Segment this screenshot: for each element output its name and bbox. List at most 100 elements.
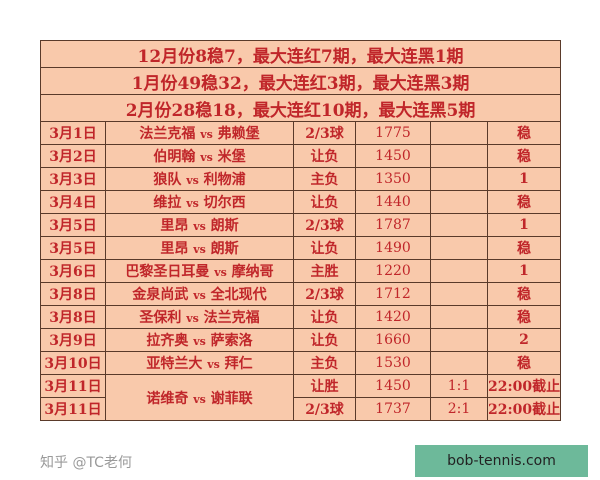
date-cell: 3月8日 xyxy=(40,282,106,306)
date-cell: 3月11日 xyxy=(40,374,106,398)
vs-label: vs xyxy=(193,392,206,406)
score-cell xyxy=(430,259,488,283)
score-cell xyxy=(430,351,488,375)
home-team: 亚特兰大 xyxy=(146,356,203,372)
away-team: 利物浦 xyxy=(203,172,246,188)
number-cell: 1220 xyxy=(355,259,431,283)
away-team: 米堡 xyxy=(217,149,246,165)
vs-label: vs xyxy=(193,335,206,348)
table-row: 3月11日 诺维奇 vs 谢菲联 让胜 1450 1:1 22:00截止 xyxy=(40,374,562,421)
date-cell: 3月5日 xyxy=(40,236,106,260)
date-cell: 3月4日 xyxy=(40,190,106,214)
score-cell xyxy=(430,213,488,237)
match-cell: 圣保利 vs 法兰克福 xyxy=(105,305,294,329)
table-row: 3月8日 圣保利 vs 法兰克福 让负 1420 稳 xyxy=(40,305,562,329)
match-cell: 里昂 vs 朗斯 xyxy=(105,213,294,237)
score-cell xyxy=(430,167,488,191)
date-cell: 3月1日 xyxy=(40,121,106,145)
number-cell: 1530 xyxy=(355,351,431,375)
away-team: 摩纳哥 xyxy=(231,264,274,280)
match-cell: 法兰克福 vs 弗赖堡 xyxy=(105,121,294,145)
match-cell: 诺维奇 vs 谢菲联 xyxy=(105,374,294,421)
score-cell xyxy=(430,144,488,168)
result-cell: 1 xyxy=(486,213,562,237)
bet-cell: 让胜 xyxy=(293,374,356,398)
vs-label: vs xyxy=(193,289,206,302)
away-team: 谢菲联 xyxy=(210,390,253,407)
away-team: 法兰克福 xyxy=(203,310,260,326)
number-cell: 1450 xyxy=(355,374,431,398)
number-cell: 1490 xyxy=(355,236,431,260)
table-row: 3月11日 2/3球 1737 2:1 22:00截止 xyxy=(40,397,562,421)
home-team: 里昂 xyxy=(160,241,189,257)
bet-cell: 2/3球 xyxy=(293,121,356,145)
vs-label: vs xyxy=(200,151,213,164)
number-cell: 1350 xyxy=(355,167,431,191)
vs-label: vs xyxy=(193,220,206,233)
result-cell: 稳 xyxy=(486,121,562,145)
away-team: 弗赖堡 xyxy=(217,126,260,142)
result-cell: 1 xyxy=(486,259,562,283)
home-team: 诺维奇 xyxy=(146,390,189,407)
date-cell: 3月5日 xyxy=(40,213,106,237)
bet-cell: 主胜 xyxy=(293,259,356,283)
away-team: 切尔西 xyxy=(203,195,246,211)
away-team: 全北现代 xyxy=(210,287,267,303)
site-banner[interactable]: bob-tennis.com xyxy=(415,445,588,477)
match-cell: 金泉尚武 vs 全北现代 xyxy=(105,282,294,306)
away-team: 朗斯 xyxy=(210,241,239,257)
bet-cell: 2/3球 xyxy=(293,397,356,421)
table-row: 3月9日 拉齐奥 vs 萨索洛 让负 1660 2 xyxy=(40,328,562,352)
date-cell: 3月8日 xyxy=(40,305,106,329)
result-cell: 22:00截止 xyxy=(486,397,562,421)
bet-cell: 让负 xyxy=(293,305,356,329)
result-cell: 稳 xyxy=(486,282,562,306)
score-cell: 2:1 xyxy=(430,397,488,421)
date-cell: 3月10日 xyxy=(40,351,106,375)
summary-row: 12月份8稳7，最大连红7期，最大连黑1期 xyxy=(39,40,562,68)
table-row: 3月8日 金泉尚武 vs 全北现代 2/3球 1712 稳 xyxy=(40,282,562,306)
table-row: 3月6日 巴黎圣日耳曼 vs 摩纳哥 主胜 1220 1 xyxy=(40,259,562,283)
home-team: 里昂 xyxy=(160,218,189,234)
number-cell: 1737 xyxy=(355,397,431,421)
bet-cell: 让负 xyxy=(293,328,356,352)
table-row: 3月1日 法兰克福 vs 弗赖堡 2/3球 1775 稳 xyxy=(40,121,562,145)
table-row: 3月10日 亚特兰大 vs 拜仁 主负 1530 稳 xyxy=(40,351,562,375)
bet-cell: 让负 xyxy=(293,144,356,168)
score-cell xyxy=(430,328,488,352)
vs-label: vs xyxy=(186,312,199,325)
number-cell: 1420 xyxy=(355,305,431,329)
home-team: 维拉 xyxy=(153,195,182,211)
result-cell: 稳 xyxy=(486,351,562,375)
match-cell: 狼队 vs 利物浦 xyxy=(105,167,294,191)
score-cell xyxy=(430,282,488,306)
away-team: 拜仁 xyxy=(224,356,253,372)
vs-label: vs xyxy=(186,174,199,187)
vs-label: vs xyxy=(214,266,227,279)
bet-cell: 2/3球 xyxy=(293,282,356,306)
home-team: 狼队 xyxy=(153,172,182,188)
home-team: 巴黎圣日耳曼 xyxy=(125,264,210,280)
match-cell: 亚特兰大 vs 拜仁 xyxy=(105,351,294,375)
score-cell xyxy=(430,305,488,329)
bet-cell: 主负 xyxy=(293,167,356,191)
vs-label: vs xyxy=(207,358,220,371)
home-team: 金泉尚武 xyxy=(132,287,189,303)
match-cell: 拉齐奥 vs 萨索洛 xyxy=(105,328,294,352)
match-cell: 维拉 vs 切尔西 xyxy=(105,190,294,214)
zhihu-watermark: 知乎 @TC老何 xyxy=(40,455,132,471)
number-cell: 1775 xyxy=(355,121,431,145)
result-cell: 稳 xyxy=(486,236,562,260)
table-row: 3月2日 伯明翰 vs 米堡 让负 1450 稳 xyxy=(40,144,562,168)
result-cell: 稳 xyxy=(486,305,562,329)
away-team: 萨索洛 xyxy=(210,333,253,349)
date-cell: 3月9日 xyxy=(40,328,106,352)
result-cell: 稳 xyxy=(486,144,562,168)
result-cell: 1 xyxy=(486,167,562,191)
result-cell: 稳 xyxy=(486,190,562,214)
number-cell: 1712 xyxy=(355,282,431,306)
score-cell: 1:1 xyxy=(430,374,488,398)
date-cell: 3月2日 xyxy=(40,144,106,168)
date-cell: 3月6日 xyxy=(40,259,106,283)
home-team: 拉齐奥 xyxy=(146,333,189,349)
